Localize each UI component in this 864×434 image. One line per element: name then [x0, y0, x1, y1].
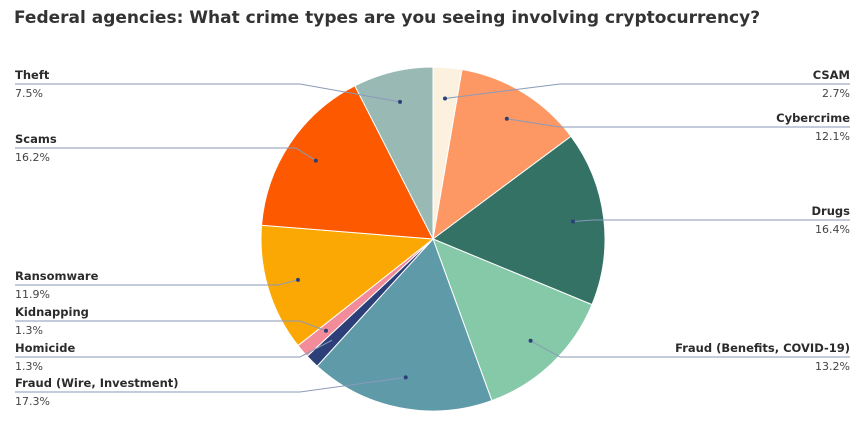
leader-dot-scams [313, 158, 318, 163]
leader-line-drugs [572, 219, 850, 222]
slice-label-theft: Theft [15, 68, 50, 82]
pie-slices [260, 66, 606, 412]
slice-label-homicide: Homicide [15, 341, 75, 355]
leader-line-kidnapping [15, 320, 327, 332]
leader-line-fraud-wire-investment [15, 376, 406, 393]
leader-dot-csam [443, 96, 447, 101]
pie-slice-ransomware [260, 224, 435, 347]
pie-slice-theft [354, 66, 434, 240]
pie-slice-drugs [431, 135, 606, 306]
slice-label-fraud-benefits-covid-19: Fraud (Benefits, COVID-19) [675, 341, 850, 355]
slice-label-ransomware: Ransomware [15, 269, 99, 283]
leader-line-theft [15, 83, 401, 103]
leader-dot-homicide [331, 337, 336, 342]
slice-percent-fraud-benefits-covid-19: 13.2% [815, 360, 850, 373]
slice-label-kidnapping: Kidnapping [15, 305, 89, 319]
slice-label-scams: Scams [15, 132, 57, 146]
leader-dot-fraud-wire-investment [403, 375, 408, 380]
slice-percent-cybercrime: 12.1% [815, 130, 850, 143]
leader-line-cybercrime [506, 118, 850, 128]
slice-percent-kidnapping: 1.3% [15, 324, 43, 337]
leader-lines [15, 83, 850, 393]
slice-percent-fraud-wire-investment: 17.3% [15, 395, 50, 408]
slice-percent-homicide: 1.3% [15, 360, 43, 373]
leader-dot-theft [398, 99, 402, 104]
slice-label-csam: CSAM [813, 68, 850, 82]
leader-line-csam [444, 83, 850, 99]
slice-percent-csam: 2.7% [822, 87, 850, 100]
leader-line-ransomware [15, 279, 299, 286]
pie-slice-cybercrime [432, 68, 572, 241]
leader-dot-cybercrime [504, 116, 509, 121]
leader-line-homicide [15, 338, 335, 358]
slice-percent-scams: 16.2% [15, 151, 50, 164]
slice-percent-ransomware: 11.9% [15, 288, 50, 301]
slice-label-cybercrime: Cybercrime [776, 111, 850, 125]
slice-labels: CSAM 2.7% Cybercrime 12.1% Drugs 16.4% Fraud (… [15, 68, 850, 408]
pie-slice-fraud-wire-investment [316, 238, 493, 412]
slice-label-drugs: Drugs [812, 204, 851, 218]
pie-slice-fraud-benefits-covid-19 [432, 238, 593, 402]
leader-dot-drugs [571, 219, 575, 224]
slice-percent-theft: 7.5% [15, 87, 43, 100]
slice-percent-drugs: 16.4% [815, 223, 850, 236]
leader-line-fraud-benefits-covid-19 [530, 340, 850, 358]
pie-slice-scams [261, 85, 434, 240]
chart-title: Federal agencies: What crime types are y… [14, 8, 761, 28]
leader-line-scams [15, 147, 317, 162]
leader-dot-fraud-benefits-covid-19 [528, 338, 533, 343]
slice-label-fraud-wire-investment: Fraud (Wire, Investment) [15, 376, 179, 390]
leader-dot-kidnapping [324, 328, 328, 333]
leader-dot-ransomware [296, 277, 300, 282]
